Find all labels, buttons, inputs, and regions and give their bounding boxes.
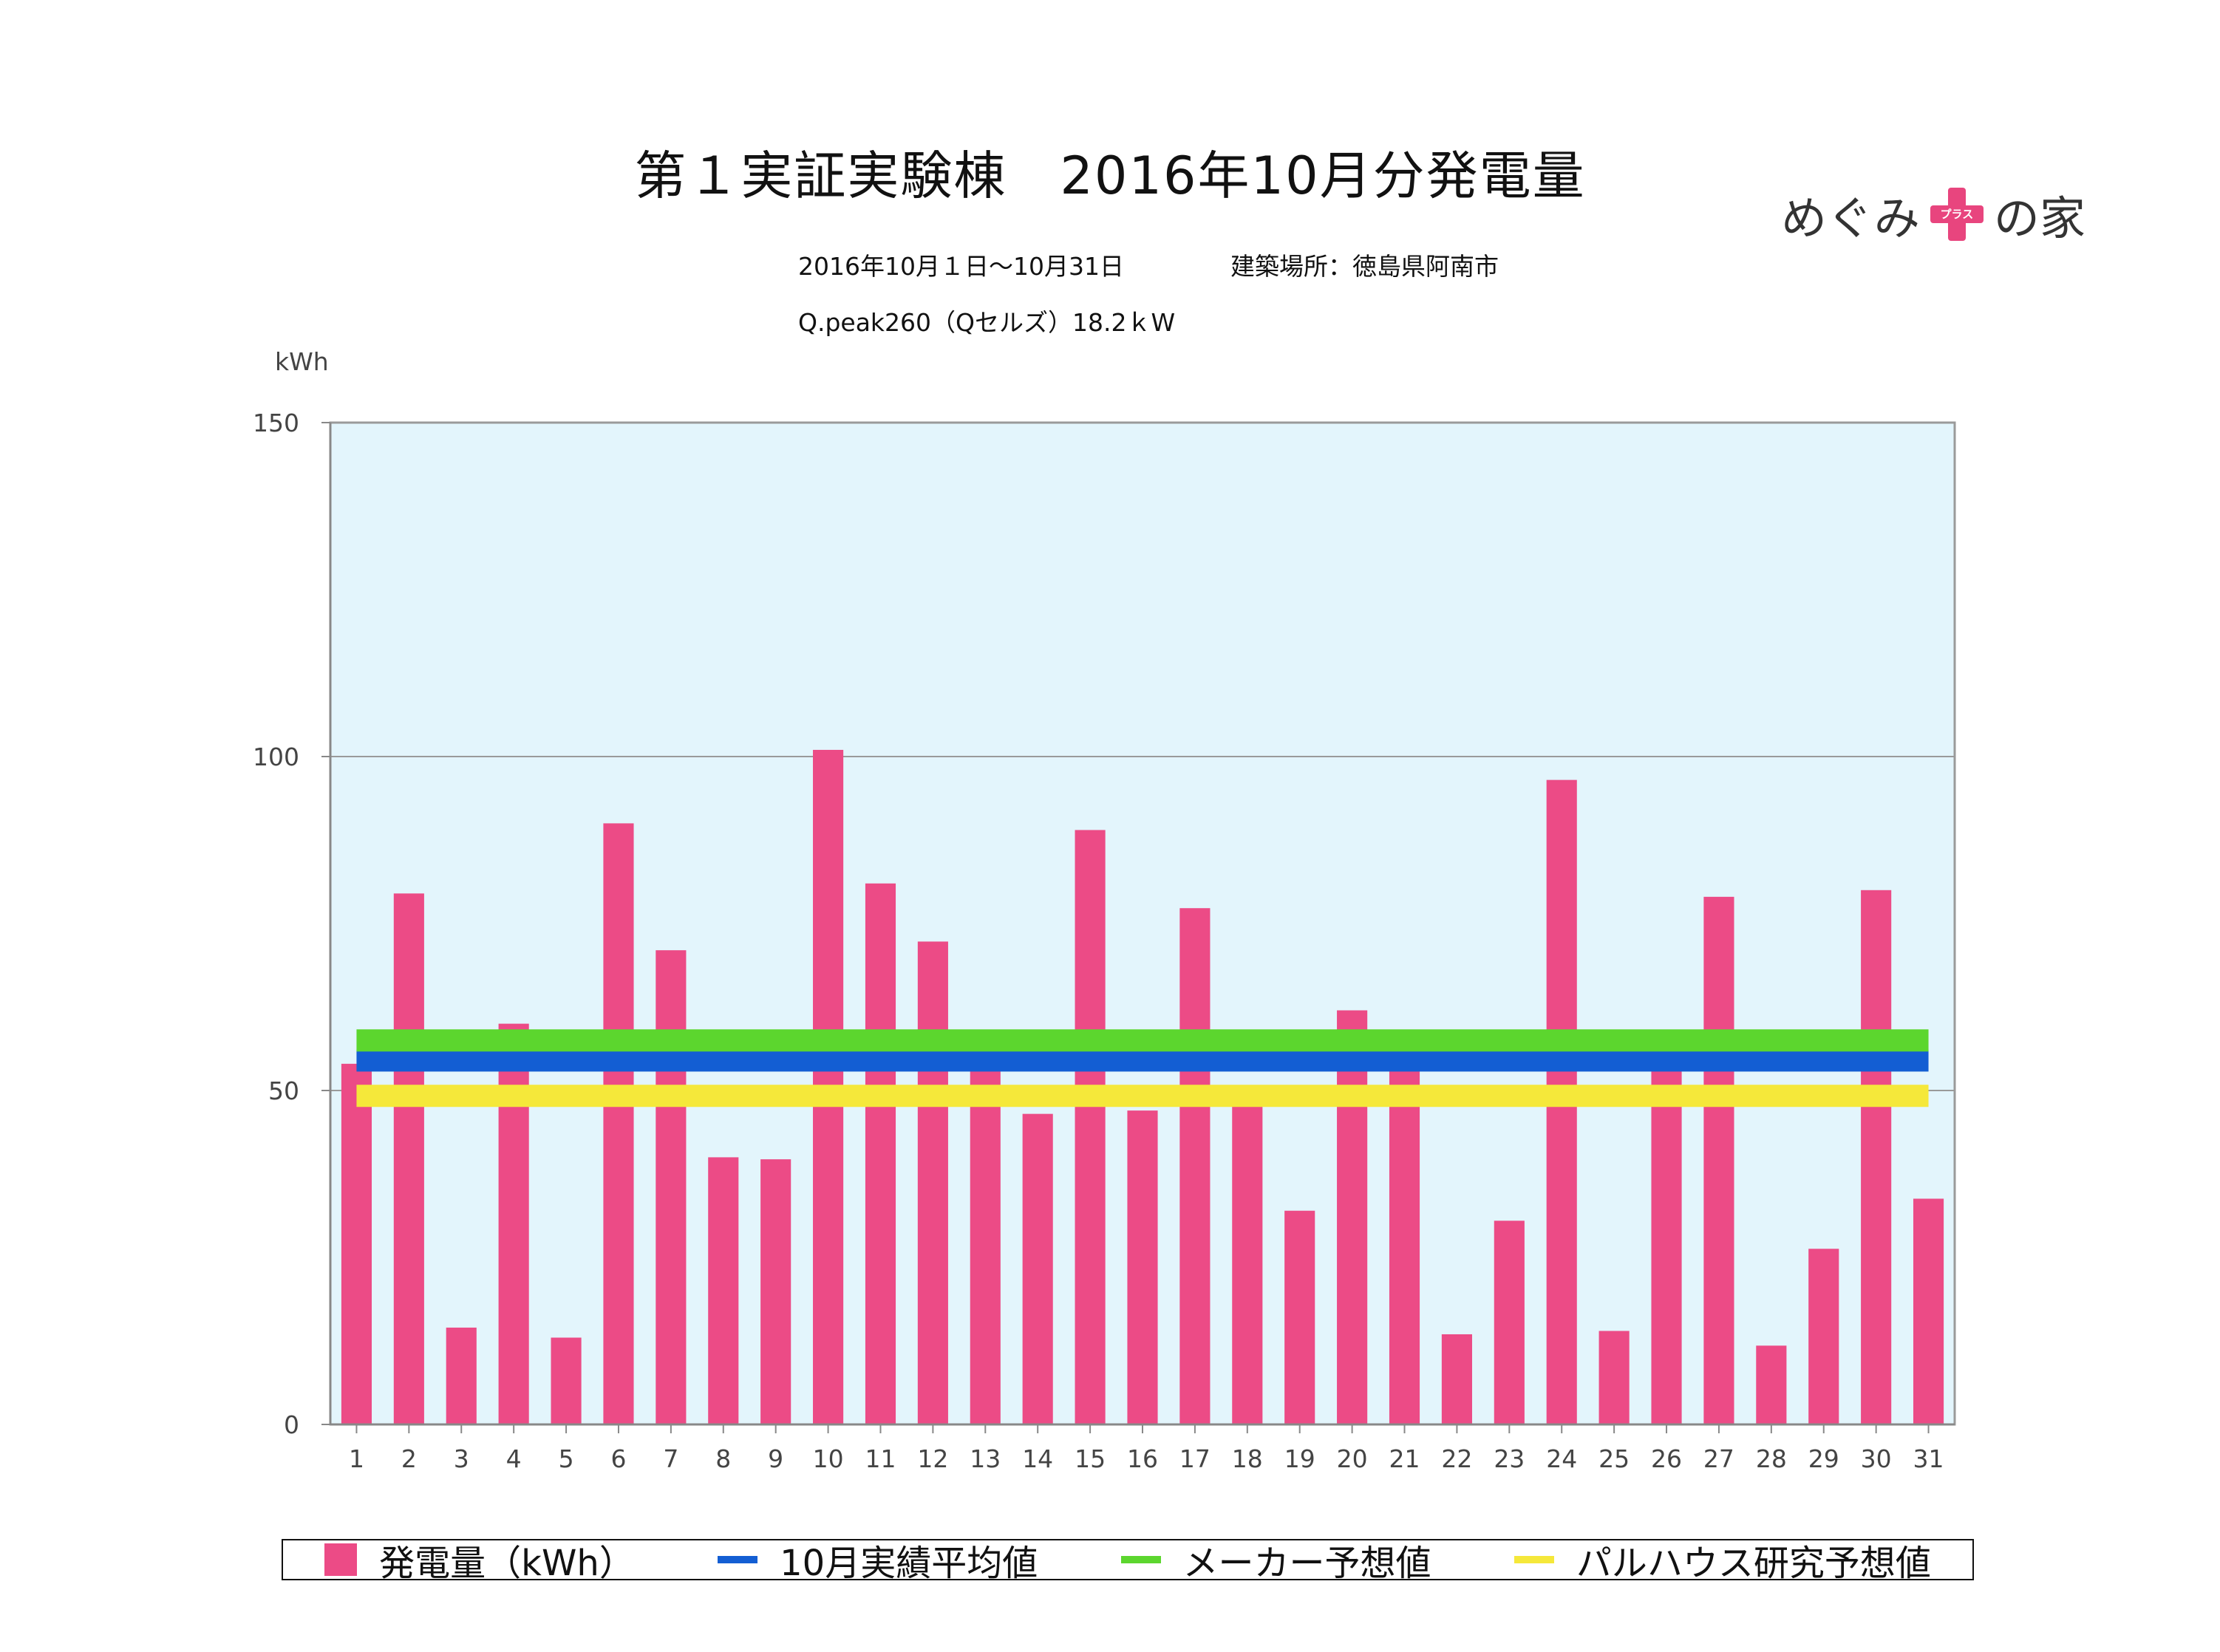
plus-cross-icon: プラス [1930,188,1984,241]
x-tick-label: 11 [865,1444,896,1473]
bar [446,1327,477,1424]
bar [708,1157,739,1424]
x-tick-label: 30 [1861,1444,1892,1473]
x-tick-label: 19 [1284,1444,1315,1473]
legend-item-generation: 発電量（kWh） [324,1534,635,1586]
x-tick-label: 2 [401,1444,417,1473]
x-tick-label: 27 [1703,1444,1734,1473]
x-tick-label: 16 [1127,1444,1158,1473]
y-tick-label: 50 [268,1076,299,1105]
x-tick-label: 23 [1494,1444,1525,1473]
x-tick-label: 31 [1913,1444,1944,1473]
x-tick-label: 5 [559,1444,574,1473]
bar [1808,1249,1839,1424]
x-tick-label: 25 [1598,1444,1630,1473]
bar [1075,830,1106,1424]
bar [1179,908,1211,1424]
x-tick-label: 3 [454,1444,469,1473]
module-label: Q.peak260（Qセルズ）18.2ｋW [798,308,1176,337]
bar [498,1023,529,1424]
bar [1861,890,1892,1424]
legend-label-generation: 発電量（kWh） [379,1543,635,1584]
legend-label-actual-average: 10月実績平均値 [780,1543,1038,1584]
bar [1232,1097,1263,1424]
x-tick-label: 13 [970,1444,1001,1473]
x-tick-label: 17 [1179,1444,1211,1473]
logo-cross-text: プラス [1940,208,1974,221]
legend-label-palhouse-forecast: パルハウス研究予想値 [1576,1543,1931,1584]
bar [1703,896,1734,1424]
bar [865,883,896,1424]
x-tick-label: 26 [1651,1444,1682,1473]
bar [1389,1063,1420,1424]
legend-label-maker-forecast: メーカー予想値 [1182,1543,1431,1584]
bar [1651,1043,1682,1424]
location-label: 建築場所：徳島県阿南市 [1230,252,1499,281]
x-tick-label: 7 [663,1444,678,1473]
y-tick-label: 100 [253,743,299,771]
x-tick-label: 9 [768,1444,783,1473]
x-tick-label: 1 [349,1444,364,1473]
bar [1337,1010,1368,1424]
chart-legend: 発電量（kWh） 10月実績平均値 メーカー予想値 パルハウス研究予想値 [282,1539,1974,1584]
bar [1494,1221,1525,1424]
legend-swatch-palhouse-forecast [1514,1556,1554,1563]
x-tick-label: 22 [1441,1444,1472,1473]
x-tick-label: 29 [1808,1444,1839,1473]
legend-swatch-actual-average [718,1556,758,1563]
bar [1127,1110,1158,1424]
chart-title: 第１実証実験棟 2016年10月分発電量 [634,146,1586,206]
x-tick-label: 15 [1075,1444,1106,1473]
legend-item-palhouse-forecast: パルハウス研究予想値 [1514,1534,1931,1586]
brand-logo: めぐみ プラス の家 [1781,185,2085,245]
bar [603,823,634,1424]
legend-item-actual-average: 10月実績平均値 [718,1534,1038,1586]
x-tick-label: 21 [1389,1444,1420,1473]
bar [341,1063,372,1424]
bar [1598,1331,1630,1424]
bar [1913,1198,1944,1424]
legend-item-maker-forecast: メーカー予想値 [1120,1534,1431,1586]
bar [1022,1113,1053,1424]
bar [917,941,948,1424]
x-tick-label: 10 [813,1444,844,1473]
bar [393,893,424,1424]
logo-text-left: めぐみ [1781,191,1920,245]
bar [760,1159,791,1424]
x-tick-label: 20 [1337,1444,1368,1473]
period-label: 2016年10月１日〜10月31日 [798,252,1124,281]
bar [1441,1334,1472,1424]
x-tick-label: 12 [917,1444,948,1473]
x-tick-label: 28 [1756,1444,1787,1473]
bar [1284,1210,1315,1424]
x-tick-label: 14 [1022,1444,1053,1473]
bar [970,1063,1001,1424]
x-tick-label: 24 [1546,1444,1577,1473]
x-tick-label: 18 [1232,1444,1263,1473]
y-tick-label: 150 [253,409,299,437]
legend-swatch-generation [324,1543,358,1576]
x-tick-label: 4 [506,1444,522,1473]
legend-swatch-maker-forecast [1120,1556,1161,1563]
x-tick-label: 6 [610,1444,626,1473]
y-axis-unit-label: kWh [275,347,329,376]
bar [1756,1345,1787,1424]
y-tick-label: 0 [284,1410,299,1439]
x-tick-label: 8 [715,1444,731,1473]
logo-text-right: の家 [1993,191,2085,245]
bar [551,1337,582,1424]
bar [656,950,687,1424]
